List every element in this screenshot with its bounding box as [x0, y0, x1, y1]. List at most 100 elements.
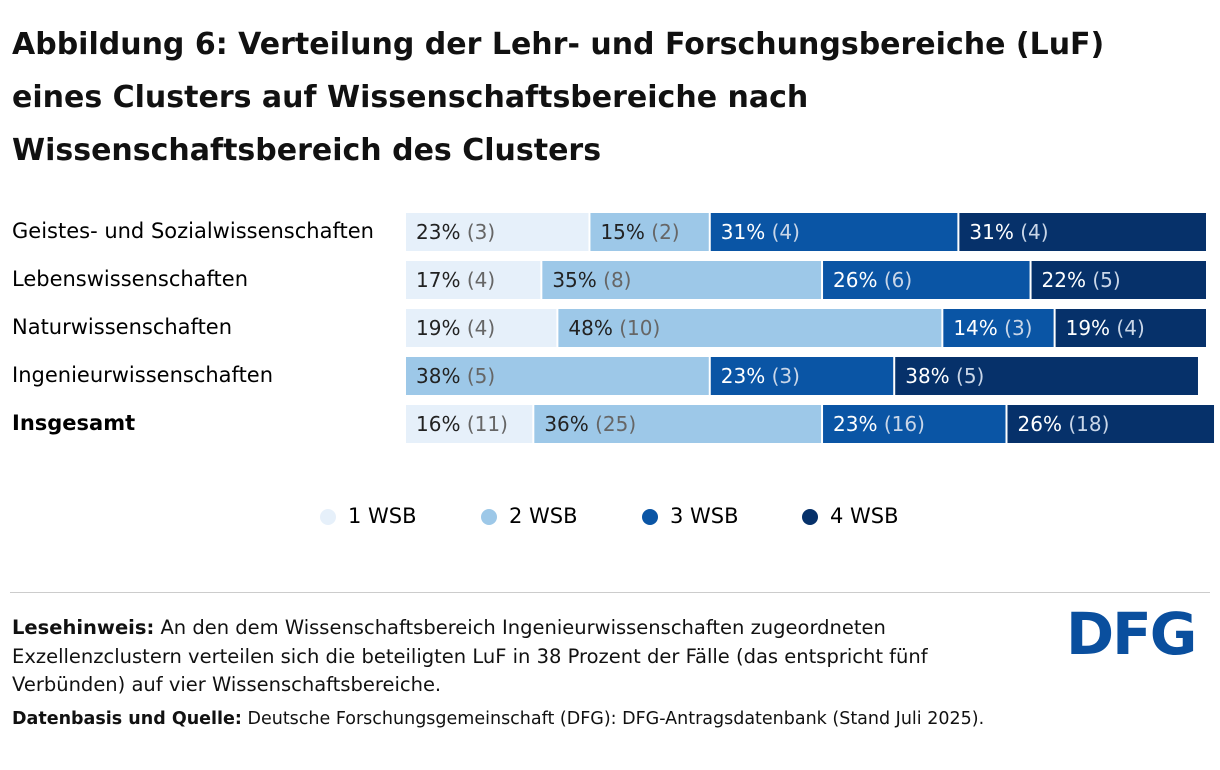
value-label-count: (5)	[956, 364, 984, 388]
value-label-percent: 26%	[833, 268, 884, 292]
bar-segment	[1007, 405, 1215, 443]
bar-segment	[823, 405, 1006, 443]
value-label: 38% (5)	[905, 364, 984, 388]
bar-segment	[895, 357, 1198, 395]
value-label-count: (5)	[467, 364, 495, 388]
source-text: Deutsche Forschungsgemeinschaft (DFG): D…	[247, 709, 985, 729]
value-label: 17% (4)	[416, 268, 495, 292]
bar-segment	[823, 261, 1030, 299]
value-label: 48% (10)	[568, 316, 660, 340]
value-label: 23% (16)	[833, 412, 925, 436]
value-label-count: (3)	[772, 364, 800, 388]
value-label-percent: 36%	[544, 412, 595, 436]
value-label: 26% (18)	[1018, 412, 1110, 436]
note-label: Lesehinweis:	[12, 616, 155, 639]
value-label-percent: 38%	[905, 364, 956, 388]
value-label-percent: 19%	[416, 316, 467, 340]
legend-label: 1 WSB	[348, 504, 417, 528]
value-label-count: (11)	[467, 412, 508, 436]
category-label: Lebenswissenschaften	[12, 267, 248, 291]
value-label-percent: 31%	[969, 220, 1020, 244]
value-label: 23% (3)	[721, 364, 800, 388]
category-label: Insgesamt	[12, 411, 135, 435]
category-label: Geistes- und Sozialwissenschaften	[12, 219, 374, 243]
value-label: 38% (5)	[416, 364, 495, 388]
legend-marker	[802, 509, 818, 525]
bar-segment	[710, 213, 958, 251]
bar-segment	[1055, 309, 1206, 347]
value-label-percent: 31%	[721, 220, 772, 244]
bar-segment	[406, 309, 557, 347]
value-label-count: (25)	[595, 412, 636, 436]
category-label: Naturwissenschaften	[12, 315, 232, 339]
value-label-count: (3)	[1004, 316, 1032, 340]
value-label-percent: 26%	[1018, 412, 1069, 436]
chart: Geistes- und Sozialwissenschaften 23% (3)…	[12, 213, 1215, 528]
value-label: 23% (3)	[416, 220, 495, 244]
value-label: 15% (2)	[600, 220, 679, 244]
value-label-count: (10)	[619, 316, 660, 340]
value-label-count: (8)	[603, 268, 631, 292]
bar-segment	[959, 213, 1206, 251]
value-label-count: (4)	[1116, 316, 1144, 340]
value-label-percent: 23%	[833, 412, 884, 436]
bar-segment	[943, 309, 1054, 347]
bar-segment	[406, 261, 541, 299]
legend-marker	[481, 509, 497, 525]
value-label: 16% (11)	[416, 412, 508, 436]
category-label: Ingenieurwissenschaften	[12, 363, 273, 387]
source: Datenbasis und Quelle: Deutsche Forschun…	[12, 706, 1052, 732]
value-label-percent: 23%	[416, 220, 467, 244]
value-label-count: (3)	[467, 220, 495, 244]
legend-label: 3 WSB	[670, 504, 739, 528]
separator	[10, 592, 1210, 593]
value-label-count: (4)	[467, 268, 495, 292]
value-label-percent: 15%	[600, 220, 651, 244]
value-label-count: (6)	[884, 268, 912, 292]
value-label-percent: 19%	[1066, 316, 1117, 340]
bar-segment	[406, 213, 589, 251]
value-label-count: (4)	[467, 316, 495, 340]
source-label: Datenbasis und Quelle:	[12, 709, 242, 729]
bar-segment	[558, 309, 942, 347]
value-label-count: (5)	[1092, 268, 1120, 292]
value-label: 35% (8)	[552, 268, 631, 292]
chart-title: Abbildung 6: Verteilung der Lehr- und Fo…	[12, 27, 1105, 168]
value-label-percent: 22%	[1042, 268, 1093, 292]
value-label-count: (2)	[651, 220, 679, 244]
bar-segment	[406, 357, 709, 395]
value-label: 19% (4)	[1066, 316, 1145, 340]
value-label-count: (16)	[884, 412, 925, 436]
value-label: 31% (4)	[721, 220, 800, 244]
value-label-count: (4)	[1020, 220, 1048, 244]
value-label-percent: 14%	[953, 316, 1004, 340]
value-label: 14% (3)	[953, 316, 1032, 340]
value-label-percent: 35%	[552, 268, 603, 292]
value-label: 31% (4)	[969, 220, 1048, 244]
value-label-count: (4)	[772, 220, 800, 244]
value-label: 36% (25)	[544, 412, 636, 436]
value-label-percent: 17%	[416, 268, 467, 292]
logo: DFG	[1066, 600, 1197, 668]
value-label-percent: 23%	[721, 364, 772, 388]
value-label-percent: 38%	[416, 364, 467, 388]
bar-segment	[406, 405, 533, 443]
reading-note: Lesehinweis: An den dem Wissenschaftsber…	[12, 614, 1022, 700]
bar-segment	[1031, 261, 1206, 299]
value-label: 22% (5)	[1042, 268, 1121, 292]
value-label: 19% (4)	[416, 316, 495, 340]
legend-marker	[642, 509, 658, 525]
legend-label: 2 WSB	[509, 504, 578, 528]
bar-segment	[590, 213, 709, 251]
bar-segment	[710, 357, 894, 395]
bar-segment	[534, 405, 822, 443]
value-label-percent: 48%	[568, 316, 619, 340]
bar-segment	[542, 261, 822, 299]
value-label: 26% (6)	[833, 268, 912, 292]
legend-marker	[320, 509, 336, 525]
note-text: An den dem Wissenschaftsbereich Ingenieu…	[12, 616, 928, 696]
legend-label: 4 WSB	[830, 504, 899, 528]
value-label-percent: 16%	[416, 412, 467, 436]
value-label-count: (18)	[1068, 412, 1109, 436]
